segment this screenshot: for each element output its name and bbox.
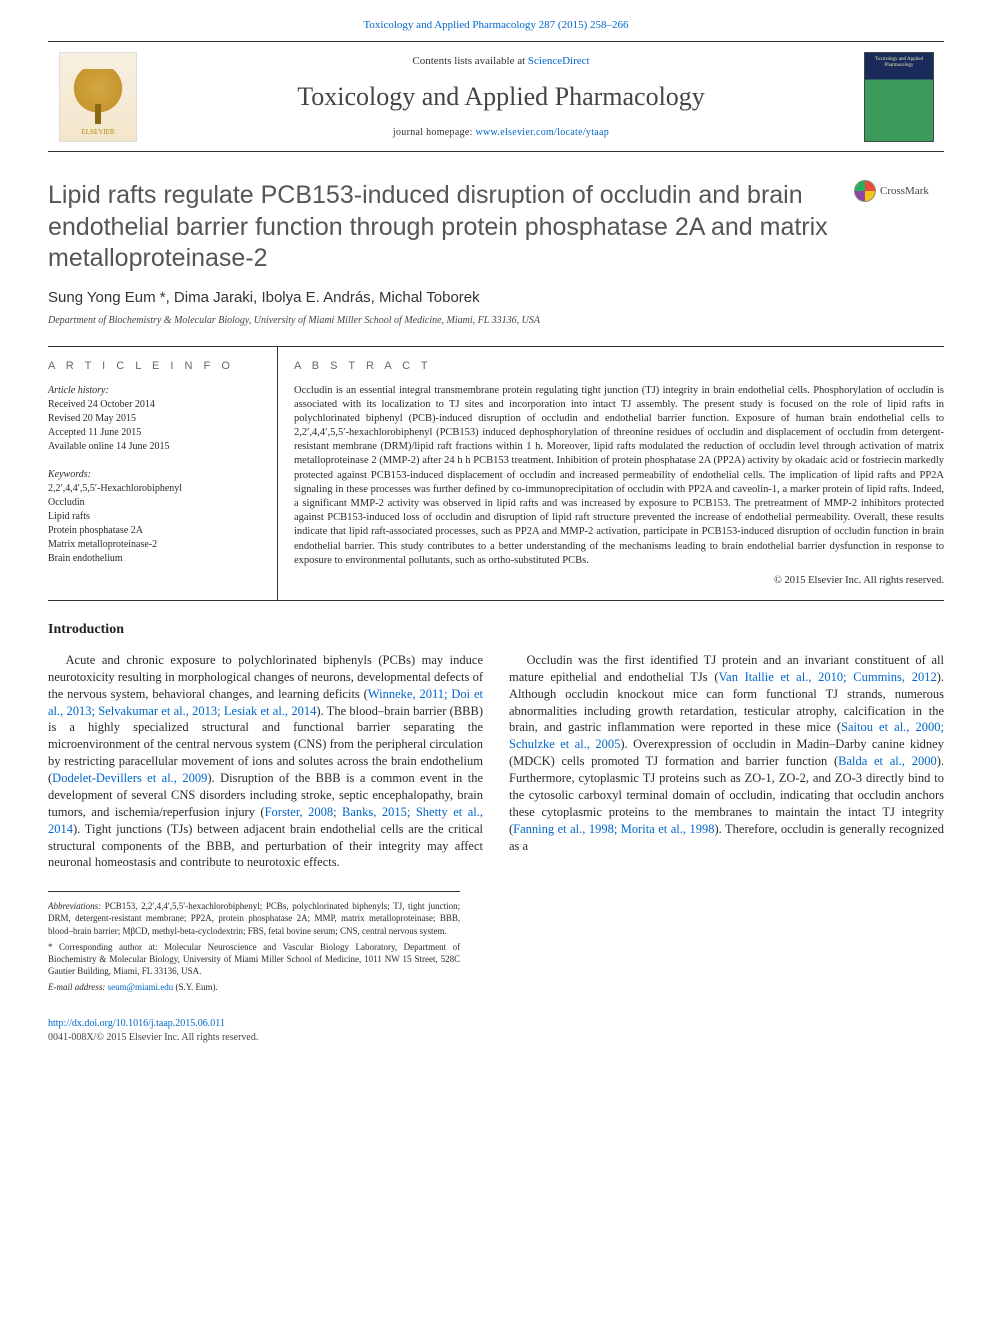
history-received: Received 24 October 2014 — [48, 398, 263, 412]
abbrev-text: PCB153, 2,2′,4,4′,5,5′-hexachlorobipheny… — [48, 901, 460, 935]
keyword: Matrix metalloproteinase-2 — [48, 538, 263, 552]
doi-link[interactable]: http://dx.doi.org/10.1016/j.taap.2015.06… — [48, 1018, 225, 1029]
abbrev-label: Abbreviations: — [48, 901, 101, 911]
journal-homepage-link[interactable]: www.elsevier.com/locate/ytaap — [476, 127, 610, 138]
abstract-text: Occludin is an essential integral transm… — [294, 384, 944, 568]
keyword: Occludin — [48, 496, 263, 510]
keyword: Lipid rafts — [48, 510, 263, 524]
abstract-heading: A B S T R A C T — [294, 359, 944, 374]
article-title: Lipid rafts regulate PCB153-induced disr… — [48, 180, 842, 274]
article-history-label: Article history: — [48, 384, 263, 398]
intro-para-1: Acute and chronic exposure to polychlori… — [48, 652, 483, 871]
corr-label: * Corresponding author at: — [48, 942, 158, 952]
citation-link[interactable]: Van Itallie et al., 2010; Cummins, 2012 — [719, 670, 937, 684]
contents-lists-line: Contents lists available at ScienceDirec… — [148, 54, 854, 69]
citation-link[interactable]: Balda et al., 2000 — [838, 754, 937, 768]
journal-cover-thumbnail: Toxicology and Applied Pharmacology — [864, 52, 934, 142]
keyword: Brain endothelium — [48, 552, 263, 566]
keyword: 2,2′,4,4′,5,5′-Hexachlorobiphenyl — [48, 482, 263, 496]
masthead: ELSEVIER Contents lists available at Sci… — [48, 41, 944, 152]
keywords-label: Keywords: — [48, 468, 263, 482]
sciencedirect-link[interactable]: ScienceDirect — [528, 55, 590, 67]
introduction-heading: Introduction — [48, 621, 944, 640]
intro-para-2: Occludin was the first identified TJ pro… — [509, 652, 944, 855]
abbreviations-footnote: Abbreviations: PCB153, 2,2′,4,4′,5,5′-he… — [48, 900, 460, 936]
email-footnote: E-mail address: seum@miami.edu (S.Y. Eum… — [48, 981, 460, 993]
email-tail: (S.Y. Eum). — [173, 982, 218, 992]
abstract-copyright: © 2015 Elsevier Inc. All rights reserved… — [294, 574, 944, 588]
homepage-pre: journal homepage: — [393, 127, 476, 138]
crossmark-badge[interactable]: CrossMark — [854, 180, 944, 202]
citation-link[interactable]: Fanning et al., 1998; Morita et al., 199… — [513, 822, 714, 836]
journal-cover-text: Toxicology and Applied Pharmacology — [865, 57, 933, 71]
contents-pre: Contents lists available at — [412, 55, 527, 67]
affiliation: Department of Biochemistry & Molecular B… — [48, 314, 944, 328]
article-info-panel: A R T I C L E I N F O Article history: R… — [48, 347, 278, 600]
body-columns: Acute and chronic exposure to polychlori… — [48, 652, 944, 871]
abstract-panel: A B S T R A C T Occludin is an essential… — [278, 347, 944, 600]
history-revised: Revised 20 May 2015 — [48, 412, 263, 426]
masthead-center: Contents lists available at ScienceDirec… — [148, 50, 854, 143]
keyword: Protein phosphatase 2A — [48, 524, 263, 538]
publisher-logo-cell: ELSEVIER — [48, 50, 148, 143]
history-online: Available online 14 June 2015 — [48, 440, 263, 454]
corresponding-email-link[interactable]: seum@miami.edu — [108, 982, 174, 992]
footnotes: Abbreviations: PCB153, 2,2′,4,4′,5,5′-he… — [48, 891, 460, 993]
journal-homepage-line: journal homepage: www.elsevier.com/locat… — [148, 126, 854, 140]
elsevier-logo-label: ELSEVIER — [81, 128, 114, 137]
journal-name: Toxicology and Applied Pharmacology — [148, 79, 854, 114]
crossmark-label: CrossMark — [880, 184, 929, 199]
journal-reference-header: Toxicology and Applied Pharmacology 287 … — [48, 18, 944, 33]
journal-cover-cell: Toxicology and Applied Pharmacology — [854, 50, 944, 143]
email-label: E-mail address: — [48, 982, 108, 992]
author-list: Sung Yong Eum *, Dima Jaraki, Ibolya E. … — [48, 288, 944, 308]
issn-copyright: 0041-008X/© 2015 Elsevier Inc. All right… — [48, 1032, 258, 1043]
elsevier-tree-icon — [73, 69, 123, 124]
article-info-heading: A R T I C L E I N F O — [48, 359, 263, 374]
page-footer: http://dx.doi.org/10.1016/j.taap.2015.06… — [48, 1017, 944, 1044]
history-accepted: Accepted 11 June 2015 — [48, 426, 263, 440]
crossmark-icon — [854, 180, 876, 202]
elsevier-logo: ELSEVIER — [59, 52, 137, 142]
text: ). Tight junctions (TJs) between adjacen… — [48, 822, 483, 870]
citation-link[interactable]: Dodelet-Devillers et al., 2009 — [52, 771, 207, 785]
corresponding-author-footnote: * Corresponding author at: Molecular Neu… — [48, 941, 460, 977]
article-info-row: A R T I C L E I N F O Article history: R… — [48, 346, 944, 601]
